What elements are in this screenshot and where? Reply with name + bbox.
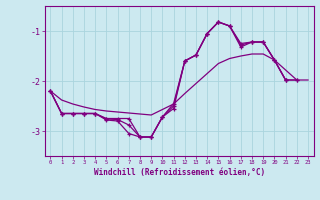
X-axis label: Windchill (Refroidissement éolien,°C): Windchill (Refroidissement éolien,°C) <box>94 168 265 177</box>
